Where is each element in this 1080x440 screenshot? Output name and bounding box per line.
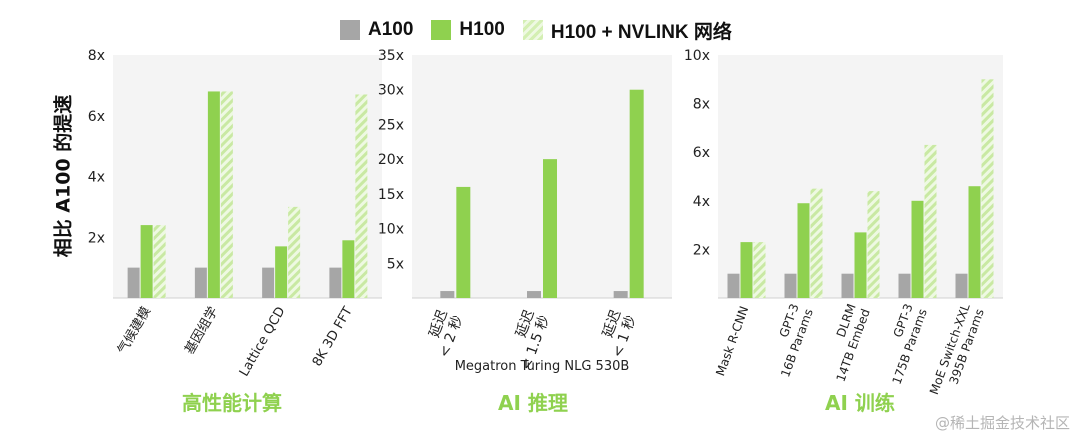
legend-label-a100: A100 bbox=[368, 19, 414, 40]
panel-1-bar-2-2 bbox=[207, 91, 220, 298]
panel-2-y-tick-label: 25x bbox=[378, 117, 404, 133]
panel-3-category-label: Mask R-CNN bbox=[713, 304, 751, 378]
panel-2-bar-1-1 bbox=[440, 291, 455, 298]
panel-3-bar-4-3 bbox=[924, 144, 937, 298]
panel-1-y-tick-label: 6x bbox=[88, 109, 105, 125]
panel-2-bar-1-2 bbox=[456, 186, 471, 298]
panel-1-category-label: Lattice QCD bbox=[237, 305, 289, 380]
panel-3-category-label: MoE Switch-XXL395B Params bbox=[927, 302, 987, 402]
panel-3-category-label: DLRM14TB Embed bbox=[819, 302, 872, 384]
panel-2-plot-area bbox=[412, 55, 672, 298]
panel-3-bar-2-1 bbox=[784, 273, 797, 298]
watermark: @稀土掘金技术社区 bbox=[934, 414, 1070, 432]
panel-3-y-tick-label: 4x bbox=[693, 194, 710, 210]
legend-item-h100-nvlink: H100 + NVLINK 网络 bbox=[522, 17, 732, 44]
panel-1-category-label: 8K 3D FFT bbox=[310, 304, 356, 369]
panel-1-bar-4-3 bbox=[355, 94, 368, 298]
panel-3-bar-1-1 bbox=[727, 273, 740, 298]
panel-2-bar-3-2 bbox=[629, 89, 644, 298]
panel-3-bar-1-2 bbox=[740, 242, 753, 298]
panel-3-bar-3-3 bbox=[867, 191, 880, 298]
panel-2-bar-2-1 bbox=[527, 291, 541, 298]
panel-1-bar-3-3 bbox=[288, 206, 301, 298]
legend-swatch-a100 bbox=[340, 20, 360, 40]
panel-2-x-axis-label: Megatron Turing NLG 530B bbox=[455, 359, 630, 374]
panel-3-bar-1-3 bbox=[753, 242, 766, 298]
panel-2-category-label: 延迟< 2 秒 bbox=[421, 308, 466, 360]
panel-1-bar-1-2 bbox=[140, 225, 153, 298]
legend-swatch-h100 bbox=[431, 20, 452, 40]
panel-1-bar-1-3 bbox=[153, 225, 166, 298]
panel-2-y-tick-label: 20x bbox=[378, 152, 404, 168]
panel-3-bar-5-1 bbox=[955, 273, 968, 298]
panel-1-bar-2-3 bbox=[220, 91, 233, 298]
panel-2-y-tick-label: 35x bbox=[378, 48, 404, 64]
panel-3-bar-3-1 bbox=[841, 273, 854, 298]
panel-1-bar-4-1 bbox=[329, 267, 342, 298]
panel-3-category-label: GPT-3175B Params bbox=[875, 302, 929, 386]
legend-label-h100: H100 bbox=[459, 19, 505, 40]
panel-1-title: 高性能计算 bbox=[182, 391, 282, 415]
legend: A100 H100 H100 + NVLINK 网络 bbox=[340, 16, 732, 44]
panel-2-y-tick-label: 10x bbox=[378, 222, 404, 238]
panel-3-bar-5-3 bbox=[981, 79, 994, 298]
panel-2-y-tick-label: 30x bbox=[378, 83, 404, 99]
panel-2-title: AI 推理 bbox=[498, 391, 568, 415]
panel-1-bar-4-2 bbox=[342, 240, 355, 298]
panel-3-bar-4-1 bbox=[898, 273, 911, 298]
legend-item-h100: H100 bbox=[431, 19, 505, 41]
panel-1-y-tick-label: 8x bbox=[88, 48, 105, 64]
panel-2-bar-3-1 bbox=[613, 291, 628, 298]
panel-2-y-tick-label: 5x bbox=[387, 256, 404, 272]
panel-1-plot-area bbox=[113, 55, 382, 298]
panel-3-bar-5-2 bbox=[968, 186, 981, 298]
panel-1-category-label: 气候建模 bbox=[114, 304, 154, 357]
panel-3-category-label: GPT-316B Params bbox=[764, 302, 816, 379]
legend-label-h100-nvlink: H100 + NVLINK 网络 bbox=[550, 21, 732, 43]
panel-2-bar-2-2 bbox=[543, 159, 557, 298]
panel-3-bar-2-3 bbox=[810, 188, 823, 298]
panel-3-y-tick-label: 8x bbox=[693, 97, 710, 113]
panel-1-bar-3-2 bbox=[275, 246, 288, 298]
panel-1-y-tick-label: 4x bbox=[88, 170, 105, 186]
panel-1-bar-1-1 bbox=[127, 267, 140, 298]
panel-1-y-tick-label: 2x bbox=[88, 230, 105, 246]
legend-item-a100: A100 bbox=[340, 19, 413, 41]
panel-2-y-tick-label: 15x bbox=[378, 187, 404, 203]
legend-swatch-h100-nvlink bbox=[522, 20, 543, 40]
panel-2-category-label: 延迟< 1 秒 bbox=[594, 308, 639, 360]
panel-3-bar-2-2 bbox=[797, 203, 810, 298]
panel-1-category-label: 基因组学 bbox=[181, 304, 221, 357]
panel-3-y-tick-label: 6x bbox=[693, 145, 710, 161]
panel-3-title: AI 训练 bbox=[825, 391, 895, 415]
panel-3-bar-3-2 bbox=[854, 232, 867, 298]
panel-1-bar-3-1 bbox=[262, 267, 275, 298]
panel-3-bar-4-2 bbox=[911, 200, 924, 298]
panel-1-bar-2-1 bbox=[194, 267, 207, 298]
panel-3-y-tick-label: 2x bbox=[693, 242, 710, 258]
panel-3-y-tick-label: 10x bbox=[684, 48, 710, 64]
